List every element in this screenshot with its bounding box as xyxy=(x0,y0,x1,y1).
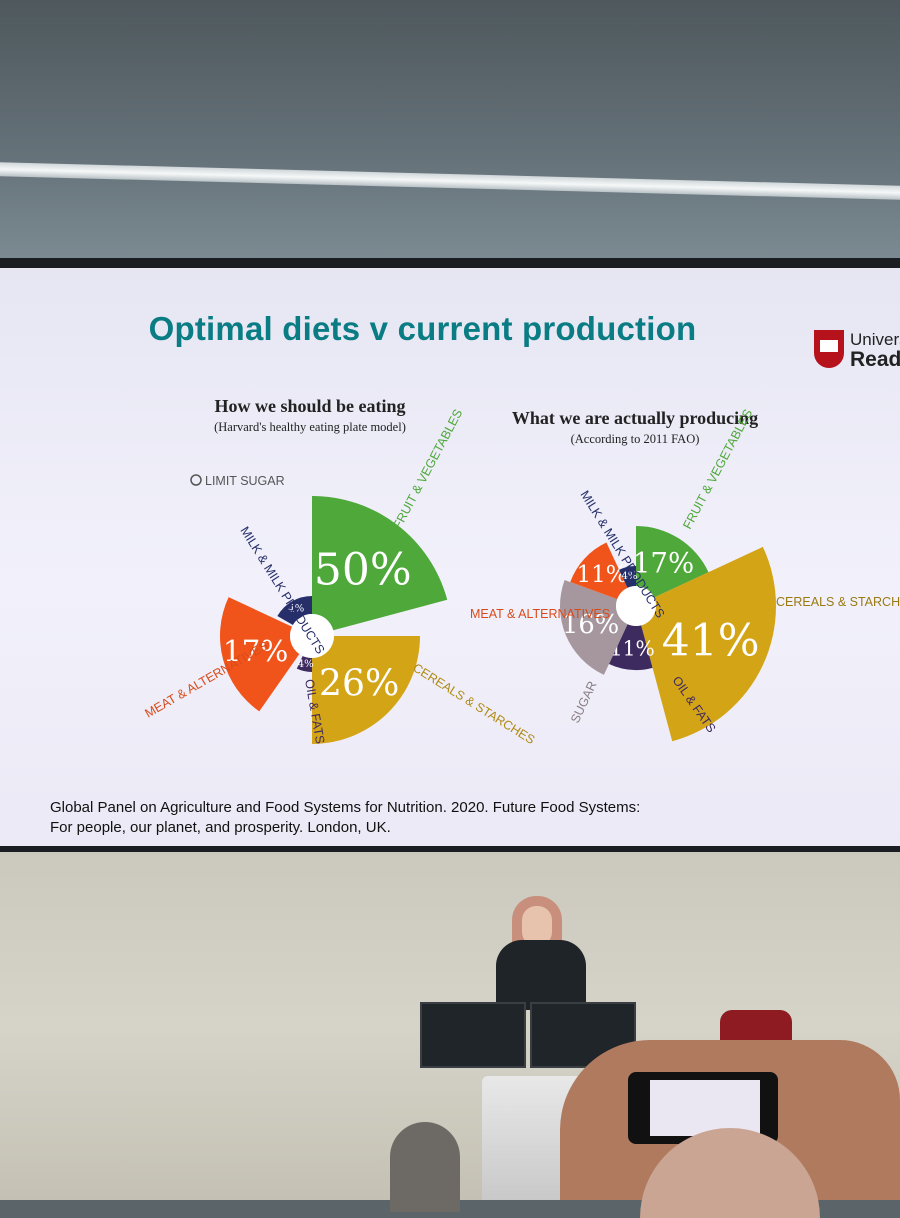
right-chart-heading: What we are actually producing (Accordin… xyxy=(490,408,780,447)
right-chart-slice-1 xyxy=(641,546,777,742)
logo-text-line1: Univers xyxy=(850,330,900,349)
logo-text-line2: Read xyxy=(850,348,900,371)
right-chart-center-hole xyxy=(616,586,656,626)
limit-sugar-annotation: LIMIT SUGAR xyxy=(190,474,285,488)
left-chart-value-4: 4% xyxy=(288,603,304,614)
projection-screen: Optimal diets v current production Unive… xyxy=(0,268,900,846)
right-chart-slice-5 xyxy=(619,566,636,588)
citation: Global Panel on Agriculture and Food Sys… xyxy=(50,798,640,838)
left-chart: 50% 26% 4% 17% 4% xyxy=(219,496,448,744)
right-chart-slice-0 xyxy=(636,526,709,598)
right-chart-subtitle: (According to 2011 FAO) xyxy=(570,432,700,446)
right-chart-value-5: 4% xyxy=(621,571,637,582)
left-chart-slice-4 xyxy=(277,596,312,625)
speaker-face xyxy=(522,906,552,946)
right-chart-slice-2 xyxy=(608,624,653,670)
left-chart-heading: How we should be eating (Harvard's healt… xyxy=(170,396,450,435)
left-chart-value-2: 4% xyxy=(298,659,314,670)
left-chart-title: How we should be eating xyxy=(214,396,406,416)
right-chart-slice-4 xyxy=(570,542,628,600)
left-chart-slice-0 xyxy=(312,496,448,631)
left-chart-slice-3 xyxy=(219,597,300,712)
speaker xyxy=(496,940,586,1010)
university-logo: Univers Read xyxy=(814,330,900,372)
left-chart-slice-1 xyxy=(312,636,420,744)
charts-svg: 50%26%4%17%4% 17%41%11%16%11%4% LIMIT SU… xyxy=(143,407,900,747)
right-label-cereals: CEREALS & STARCHES xyxy=(776,595,900,609)
left-chart-value-1: 26% xyxy=(319,662,399,705)
left-label-cereals: CEREALS & STARCHES xyxy=(410,661,537,747)
phone-display xyxy=(650,1080,760,1136)
right-label-sugar: SUGAR xyxy=(568,679,599,725)
slide-title: Optimal diets v current production xyxy=(148,310,697,347)
sugar-circle-icon xyxy=(190,474,202,486)
ceiling xyxy=(0,0,900,270)
audience-head-left xyxy=(390,1122,460,1212)
right-chart-slice-3 xyxy=(560,580,628,675)
right-chart-value-3: 16% xyxy=(562,610,619,640)
left-chart-slice-2 xyxy=(296,655,312,672)
crest-icon xyxy=(814,330,844,368)
right-chart: 17%41%11%16%11%4% xyxy=(560,526,777,742)
right-chart-title: What we are actually producing xyxy=(511,408,759,428)
left-label-fruit-veg: FRUIT & VEGETABLES xyxy=(390,407,465,532)
left-chart-subtitle: (Harvard's healthy eating plate model) xyxy=(214,420,406,434)
limit-sugar-label: LIMIT SUGAR xyxy=(205,474,285,488)
left-chart-value-0: 50% xyxy=(314,544,412,595)
citation-line-1: Global Panel on Agriculture and Food Sys… xyxy=(50,799,641,816)
left-chart-center-hole xyxy=(290,614,334,658)
podium-monitor-left xyxy=(420,1002,526,1068)
right-label-meat: MEAT & ALTERNATIVES xyxy=(470,607,610,621)
right-chart-value-0: 17% xyxy=(633,546,694,579)
right-label-fruit-veg: FRUIT & VEGETABLES xyxy=(680,407,755,532)
right-chart-value-4: 11% xyxy=(577,562,628,588)
citation-line-2: For people, our planet, and prosperity. … xyxy=(50,819,391,836)
right-chart-value-1: 41% xyxy=(662,615,760,666)
left-chart-value-3: 17% xyxy=(223,634,288,668)
